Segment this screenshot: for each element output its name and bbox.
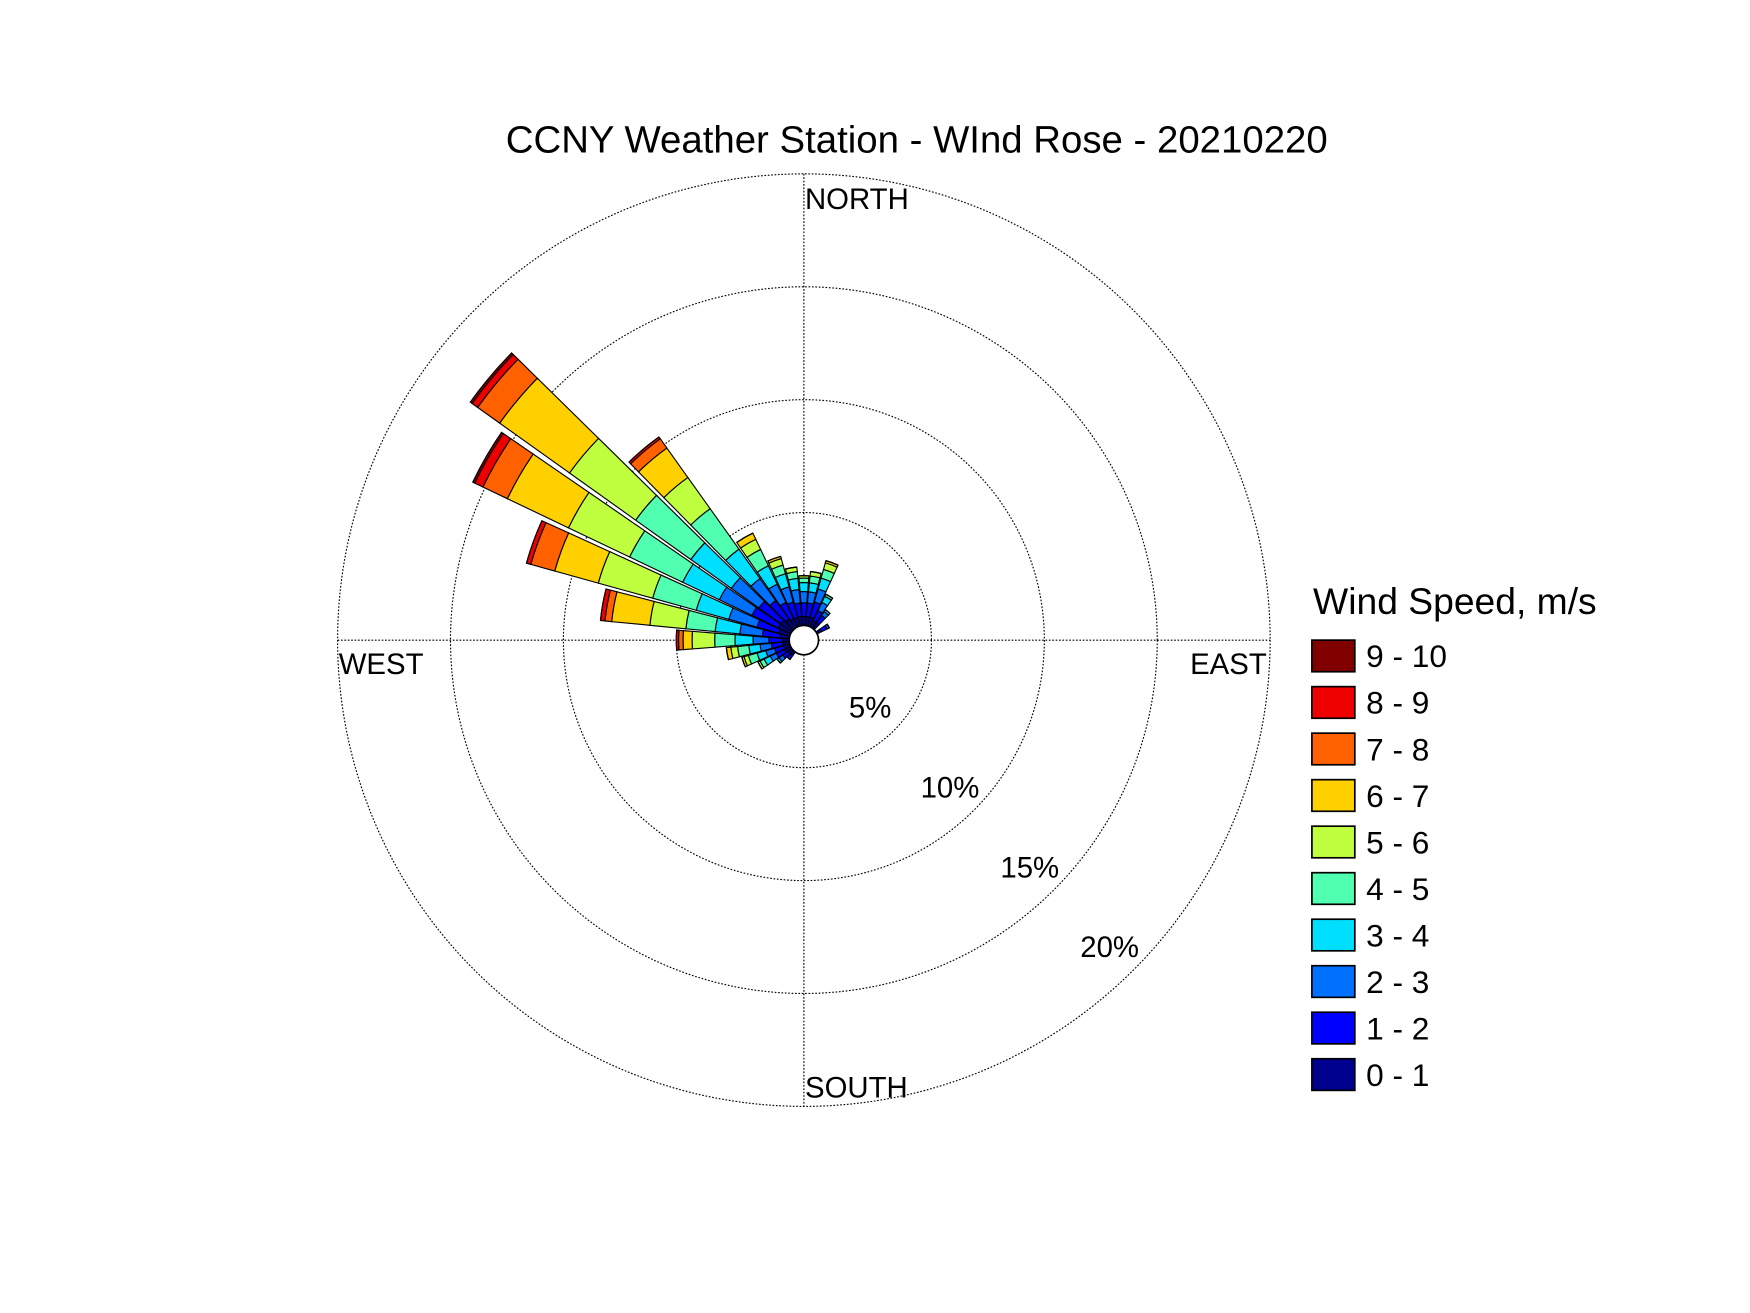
legend-label: 6 - 7: [1366, 778, 1429, 814]
legend-swatch: [1311, 964, 1356, 999]
compass-north: NORTH: [805, 183, 909, 216]
legend-swatch: [1311, 685, 1356, 720]
legend-label: 2 - 3: [1366, 964, 1429, 1000]
wind-wedge: [798, 577, 810, 584]
wind-wedge: [752, 635, 770, 645]
legend-swatch: [1311, 825, 1356, 859]
chart-title: CCNY Weather Station - WInd Rose - 20210…: [506, 118, 1328, 161]
wind-wedge: [798, 581, 809, 593]
legend-swatch: [1311, 1057, 1356, 1092]
wind-wedge: [741, 657, 746, 668]
wind-wedge: [682, 630, 694, 651]
wind-wedge: [471, 431, 505, 484]
r-tick-label: 5%: [849, 692, 891, 725]
wind-wedge: [757, 661, 763, 670]
wind-wedge: [734, 634, 754, 647]
center-hole: [788, 624, 820, 656]
wind-wedge: [825, 593, 833, 599]
legend-swatch: [1311, 871, 1356, 906]
legend-label: 4 - 5: [1366, 871, 1429, 907]
compass-east: EAST: [1190, 648, 1267, 681]
r-tick-label: 20%: [1080, 931, 1139, 964]
legend-label: 1 - 2: [1366, 1010, 1429, 1046]
legend-swatch: [1311, 732, 1356, 766]
compass-south: SOUTH: [805, 1071, 908, 1104]
legend-swatch: [1311, 1011, 1356, 1045]
r-tick-label: 10%: [921, 772, 980, 805]
wind-wedge: [691, 630, 716, 650]
compass-west: WEST: [339, 648, 424, 681]
wind-wedge: [826, 623, 830, 629]
wind-wedge: [469, 352, 514, 405]
wind-wedge: [810, 571, 822, 575]
wind-wedge: [799, 591, 809, 604]
legend-swatch: [1311, 778, 1356, 813]
legend-label: 9 - 10: [1366, 638, 1447, 674]
wind-wedge: [736, 532, 754, 543]
legend-swatch: [1311, 639, 1356, 673]
legend-label: 7 - 8: [1366, 731, 1429, 767]
wind-wedge: [714, 632, 736, 648]
r-tick-label: 15%: [1000, 851, 1059, 884]
legend-title: Wind Speed, m/s: [1313, 580, 1597, 622]
legend-label: 0 - 1: [1366, 1057, 1429, 1093]
legend-label: 3 - 4: [1366, 917, 1429, 953]
legend-swatch: [1311, 918, 1356, 952]
legend-label: 8 - 9: [1366, 685, 1429, 721]
legend-label: 5 - 6: [1366, 824, 1429, 860]
